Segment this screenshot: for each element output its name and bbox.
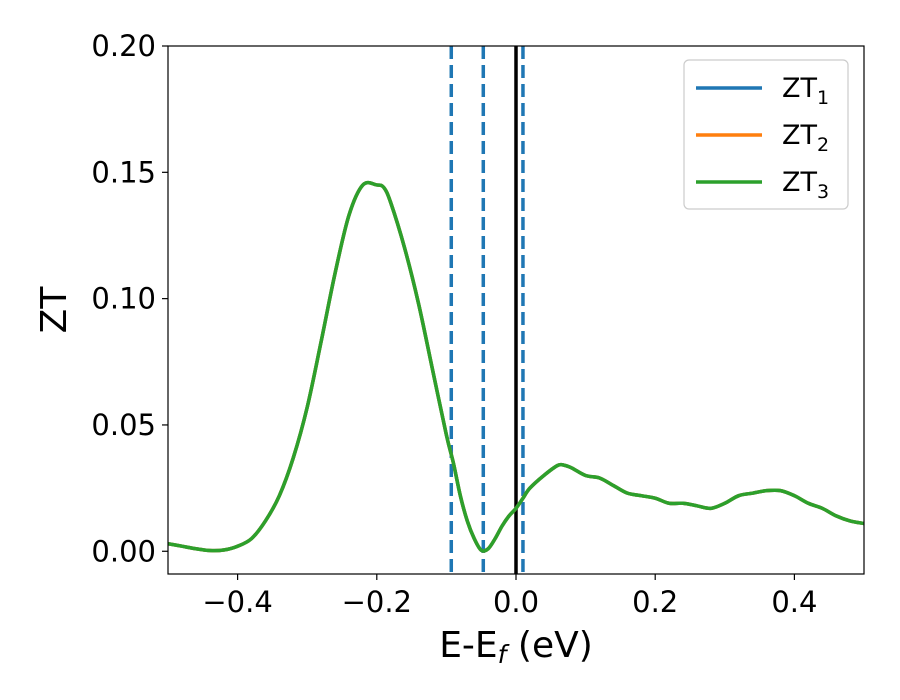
series-layer <box>168 180 864 553</box>
series-line-zt3 <box>168 180 864 553</box>
y-tick-label: 0.00 <box>91 534 156 568</box>
x-tick-label: 0.2 <box>632 585 678 619</box>
y-tick-label: 0.10 <box>91 282 156 316</box>
y-axis-label: ZT <box>34 286 75 334</box>
x-axis-ticks: −0.4 −0.2 0.0 0.2 0.4 <box>202 574 817 619</box>
y-tick-label: 0.20 <box>91 29 156 63</box>
x-tick-label: 0.4 <box>771 585 817 619</box>
x-tick-label: −0.4 <box>202 585 272 619</box>
y-tick-label: 0.05 <box>91 408 156 442</box>
legend-box <box>683 59 849 210</box>
legend-label-zt3: ZT3 <box>782 167 829 203</box>
y-axis-ticks: 0.00 0.05 0.10 0.15 0.20 <box>91 29 168 568</box>
x-axis-label: E-Ef (eV) <box>439 625 593 669</box>
vertical-reference-lines <box>449 46 525 574</box>
y-tick-label: 0.15 <box>91 155 156 189</box>
legend-label-zt2: ZT2 <box>782 120 829 156</box>
x-tick-label: −0.2 <box>342 585 412 619</box>
x-tick-label: 0.0 <box>493 585 539 619</box>
legend-label-zt1: ZT1 <box>782 73 829 109</box>
legend: ZT1 ZT2 ZT3 <box>683 59 849 210</box>
